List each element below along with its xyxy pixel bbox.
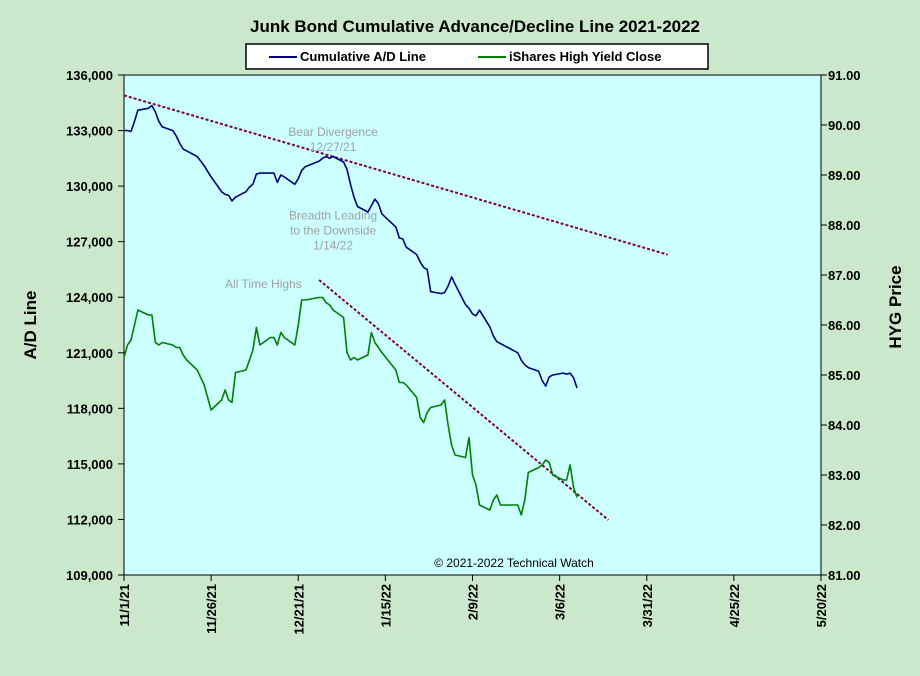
legend-box: [245, 43, 709, 70]
x-tick-label: 5/20/22: [814, 584, 829, 627]
x-tick-label: 11/1/21: [117, 584, 132, 627]
y-right-tick-label: 82.00: [828, 518, 861, 533]
annotation-2-line-2: to the Downside: [290, 223, 376, 237]
y-right-tick-label: 84.00: [828, 418, 861, 433]
x-tick-label: 3/31/22: [640, 584, 655, 627]
annotation-1-line-1: Bear Divergence: [288, 125, 378, 139]
trendline-1: [123, 94, 668, 256]
y-left-tick-label: 112,000: [67, 512, 113, 527]
y-right-tick-label: 85.00: [828, 368, 861, 383]
x-axis: 11/1/21 11/26/21 12/21/21 1/15/22 2/9/22 3/6/…: [117, 575, 829, 635]
copyright-label: © 2021-2022 Technical Watch: [434, 556, 594, 570]
x-tick-label: 12/21/21: [291, 584, 306, 635]
x-tick-label: 1/15/22: [378, 584, 393, 627]
annotation-3-line-1: All Time Highs: [225, 277, 302, 291]
y-right-tick-label: 89.00: [828, 168, 861, 183]
legend: Cumulative A/D Line iShares High Yield C…: [245, 43, 709, 70]
y-left-tick-label: 121,000: [66, 346, 113, 361]
series-lines: [123, 104, 578, 516]
annotation-2-line-3: 1/14/22: [313, 238, 353, 252]
x-tick-label: 2/9/22: [466, 584, 481, 620]
chart-title: Junk Bond Cumulative Advance/Decline Lin…: [250, 17, 700, 36]
y-right-tick-label: 87.00: [828, 268, 861, 283]
annotation-1-line-2: 12/27/21: [310, 140, 357, 154]
x-tick-label: 3/6/22: [553, 584, 568, 620]
y-right-tick-label: 88.00: [828, 218, 861, 233]
y-right-tick-label: 91.00: [828, 68, 861, 83]
y-left-tick-label: 133,000: [66, 124, 113, 139]
series-line-hyg: [123, 296, 578, 516]
y-axis-right-label: HYG Price: [886, 265, 905, 348]
x-tick-label: 11/26/21: [204, 584, 219, 634]
y-left-tick-label: 115,000: [67, 457, 113, 472]
y-left-tick-label: 109,000: [66, 568, 113, 583]
y-left-tick-label: 130,000: [66, 179, 113, 194]
y-right-tick-label: 86.00: [828, 318, 861, 333]
y-left-tick-label: 118,000: [67, 401, 113, 416]
annotation-2-line-1: Breadth Leading: [289, 208, 377, 222]
plot-area: [123, 74, 822, 576]
y-left-tick-label: 127,000: [66, 235, 113, 250]
series-line-ad: [124, 104, 578, 389]
legend-label-hyg: iShares High Yield Close: [509, 49, 661, 64]
y-axis-left-label: A/D Line: [21, 291, 40, 360]
y-left-tick-label: 136,000: [66, 68, 113, 83]
y-left-tick-label: 124,000: [66, 290, 113, 305]
y-right-tick-label: 90.00: [828, 118, 861, 133]
y-axis-left: 136,000 133,000 130,000 127,000 124,000 121,0…: [66, 68, 124, 583]
y-right-tick-label: 81.00: [828, 568, 861, 583]
trendline-2: [318, 279, 610, 521]
x-tick-label: 4/25/22: [727, 584, 742, 627]
trendlines: [123, 94, 668, 521]
y-axis-right: 91.00 90.00 89.00 88.00 87.00 86.00 85.00 84.00…: [821, 68, 861, 583]
y-right-tick-label: 83.00: [828, 468, 861, 483]
legend-label-ad: Cumulative A/D Line: [300, 49, 426, 64]
